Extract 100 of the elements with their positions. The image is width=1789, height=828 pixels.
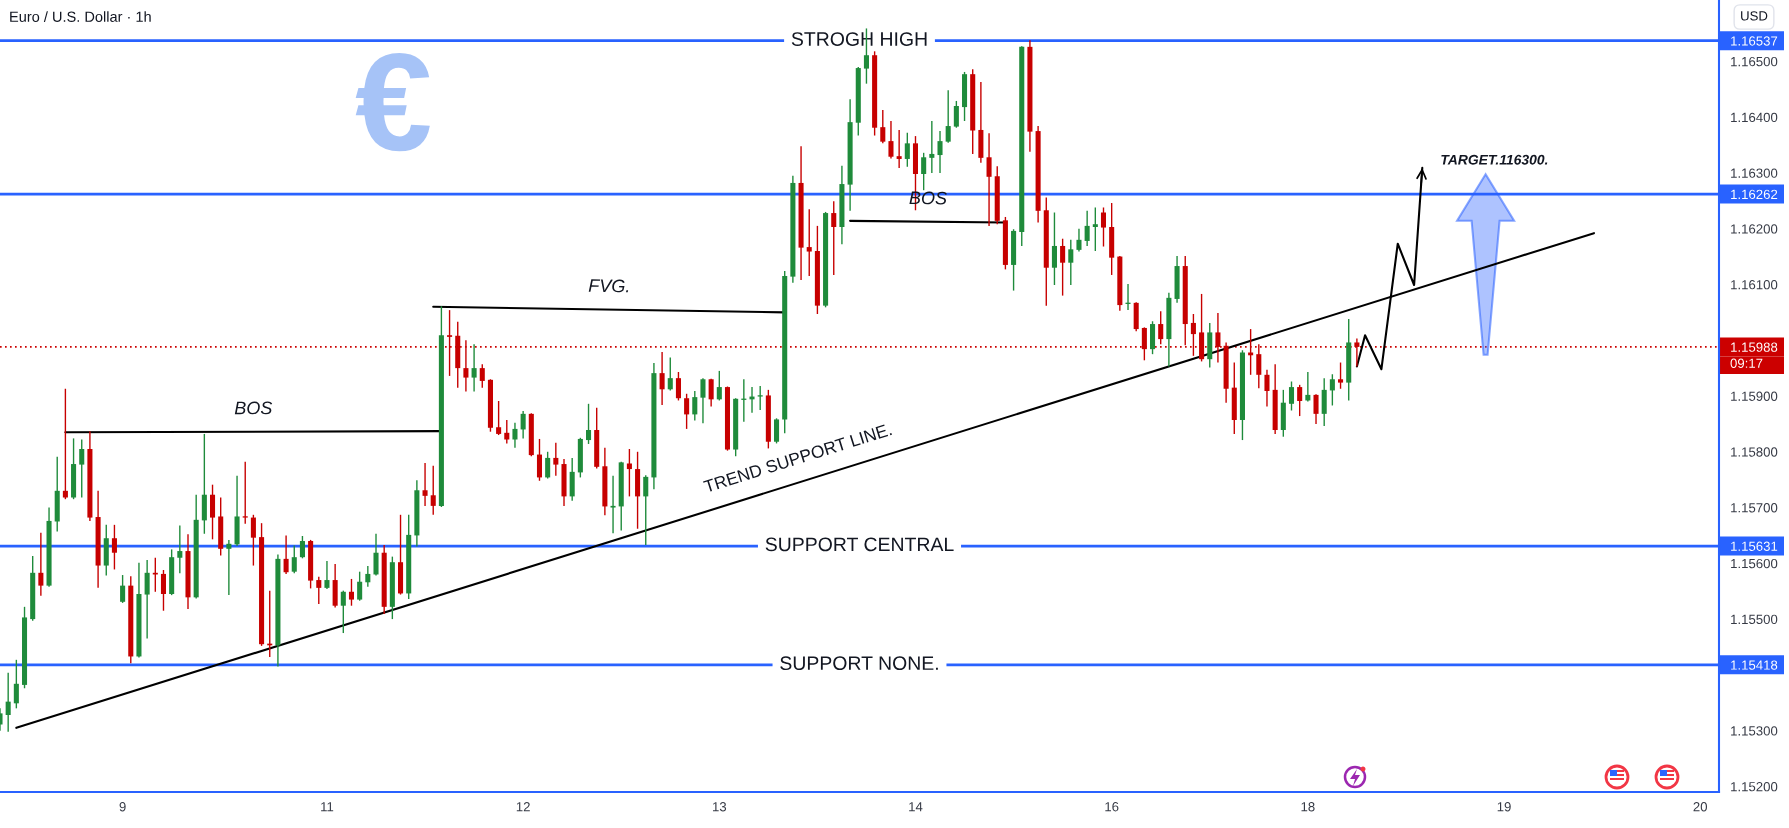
- candlestick: [586, 403, 592, 445]
- candlestick: [675, 371, 681, 402]
- y-tick-label: 1.15500: [1731, 614, 1778, 625]
- y-tick-label: 1.15300: [1731, 726, 1778, 736]
- candlestick: [365, 565, 371, 588]
- y-tick-label: 1.15900: [1731, 391, 1778, 401]
- candlestick: [953, 100, 959, 129]
- candlestick: [299, 535, 305, 559]
- y-tick-label: 1.16100: [1731, 280, 1778, 290]
- candlestick: [512, 422, 518, 449]
- candlestick: [1092, 206, 1098, 252]
- candlestick: [422, 462, 428, 507]
- candlestick: [496, 400, 502, 436]
- candlestick: [250, 514, 256, 567]
- y-tick-label: 1.15800: [1731, 447, 1778, 457]
- candlestick: [921, 152, 927, 191]
- y-tick-label: 1.16200: [1731, 224, 1778, 234]
- candlestick: [643, 474, 649, 546]
- candlestick: [111, 524, 117, 571]
- x-tick-label: 9: [119, 802, 126, 812]
- candlestick: [659, 351, 665, 406]
- candlestick: [929, 120, 935, 174]
- candlestick: [716, 370, 722, 402]
- x-tick-label: 18: [1301, 802, 1315, 812]
- candlestick: [888, 120, 894, 160]
- candlestick: [79, 438, 85, 499]
- series-label: FVG.: [588, 279, 629, 293]
- y-tick-label: 1.16400: [1731, 112, 1778, 123]
- candlestick: [610, 475, 616, 534]
- candlestick: [520, 410, 526, 440]
- y-tick-label: 1.16300: [1731, 168, 1778, 178]
- candlestick: [62, 388, 68, 500]
- candlestick: [1297, 384, 1303, 417]
- candlestick: [38, 531, 44, 597]
- candlestick: [1264, 369, 1270, 408]
- candlestick: [757, 385, 763, 411]
- x-tick-label: 16: [1105, 802, 1119, 812]
- ref-line-label: SUPPORT CENTRAL: [765, 537, 954, 552]
- series-label: BOS: [234, 401, 273, 415]
- candlestick: [831, 200, 837, 276]
- y-tick-label: 1.15600: [1731, 558, 1778, 569]
- candlestick: [553, 442, 559, 477]
- candlestick: [291, 544, 297, 575]
- candlestick: [144, 559, 150, 640]
- candlestick: [1321, 377, 1327, 427]
- candlestick: [13, 659, 19, 710]
- candlestick: [471, 343, 477, 393]
- candlestick: [1288, 380, 1295, 412]
- y-tick-label: 1.15200: [1731, 781, 1778, 792]
- ref-line-label: SUPPORT NONE.: [780, 656, 938, 671]
- candlestick: [806, 208, 812, 277]
- candlestick: [986, 132, 992, 227]
- y-tick-label: 1.16500: [1731, 56, 1778, 67]
- candlestick: [945, 89, 951, 144]
- candlestick: [373, 533, 379, 577]
- x-tick-label: 14: [909, 802, 923, 812]
- candlestick: [1313, 393, 1319, 425]
- text: 09:17: [1730, 358, 1763, 368]
- candlestick: [1076, 227, 1082, 253]
- candlestick: [357, 570, 363, 602]
- y-tick-label: 1.15988: [1731, 342, 1778, 352]
- candlestick: [1100, 206, 1107, 248]
- x-tick-label: 13: [712, 802, 727, 812]
- candlestick: [430, 465, 436, 516]
- y-tick-label: 1.15418: [1731, 660, 1778, 670]
- candlestick: [160, 569, 167, 612]
- y-tick-label: 1.15700: [1731, 503, 1778, 513]
- series-label: TARGET.116300.: [1441, 154, 1548, 165]
- candlestick: [626, 448, 632, 498]
- candlestick: [545, 451, 551, 480]
- candlestick: [1338, 361, 1344, 390]
- candlestick: [1158, 310, 1164, 345]
- candlestick: [209, 483, 216, 541]
- candlestick: [1060, 238, 1066, 297]
- y-tick-label: 1.16262: [1731, 189, 1778, 200]
- x-tick-label: 11: [321, 802, 334, 812]
- candlestick: [896, 129, 902, 169]
- candlestick: [692, 390, 698, 422]
- y-axis-title: USD: [1741, 11, 1768, 21]
- x-tick-label: 12: [516, 802, 530, 812]
- candlestick: [120, 574, 126, 604]
- candlestick: [226, 539, 232, 596]
- x-tick-label: 19: [1497, 802, 1511, 812]
- candlestick: [1068, 239, 1074, 286]
- candlestick: [1051, 211, 1057, 286]
- candlestick: [684, 393, 690, 430]
- candlestick: [904, 132, 910, 168]
- candlestick: [316, 576, 322, 605]
- candlestick: [463, 339, 469, 393]
- candlestick: [937, 130, 943, 174]
- y-tick-label: 1.16537: [1731, 36, 1778, 46]
- candlestick: [324, 560, 330, 590]
- candlestick: [1329, 373, 1335, 407]
- candlestick: [242, 461, 248, 525]
- candlestick: [504, 419, 510, 445]
- annotation: €: [355, 52, 430, 152]
- candlestick: [1084, 210, 1090, 247]
- candlestick: [283, 534, 289, 575]
- candlestick: [708, 378, 714, 408]
- x-tick-label: 20: [1693, 802, 1708, 812]
